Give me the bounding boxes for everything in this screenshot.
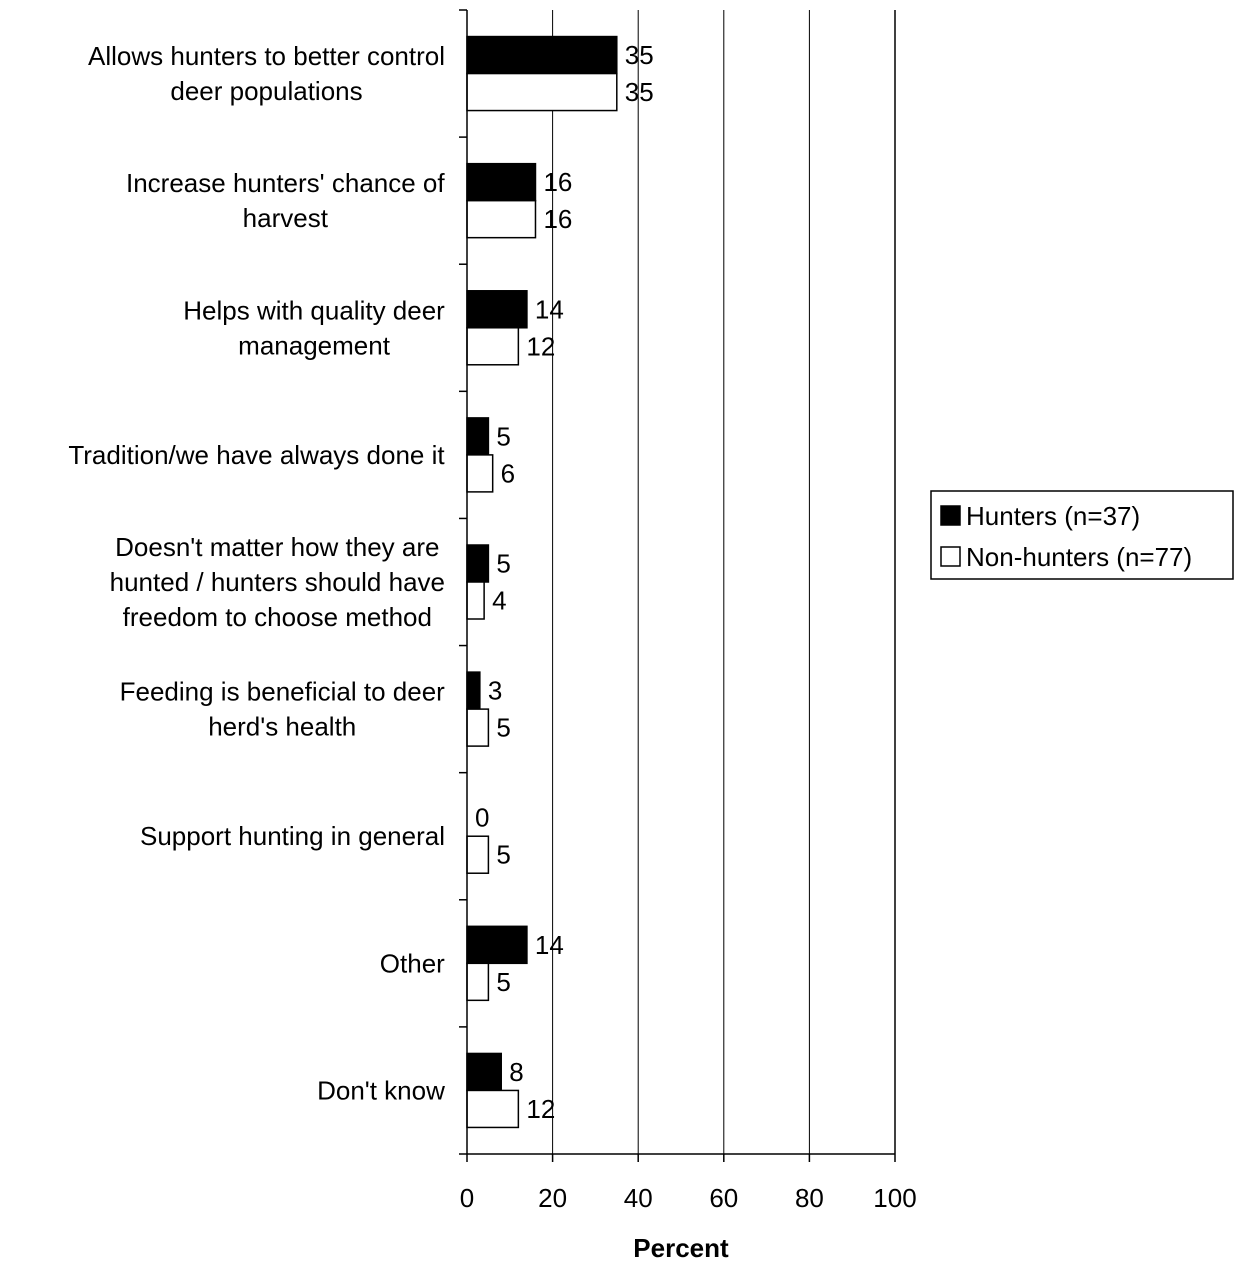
legend: Hunters (n=37) Non-hunters (n=77) (930, 490, 1234, 580)
legend-label-hunters: Hunters (n=37) (966, 501, 1140, 531)
data-label-hunters-0: 35 (625, 40, 654, 70)
data-label-hunters-7: 14 (535, 930, 564, 960)
bar-hunters-4 (466, 544, 490, 583)
category-labels: Allows hunters to better control deer pop… (68, 41, 445, 1105)
data-label-non-hunters-4: 4 (492, 586, 506, 616)
bars (466, 35, 618, 1129)
bar-non-hunters-2 (466, 327, 520, 366)
x-tick-label-60: 60 (709, 1183, 738, 1213)
x-tick-label-0: 0 (460, 1183, 474, 1213)
data-label-hunters-3: 5 (496, 421, 510, 451)
x-tick-label-20: 20 (538, 1183, 567, 1213)
bar-non-hunters-7 (466, 962, 490, 1002)
legend-swatch-hunters (940, 505, 961, 526)
bar-non-hunters-1 (466, 199, 537, 239)
data-label-hunters-5: 3 (488, 676, 502, 706)
x-tick-labels: 0 20 40 60 80 100 (460, 1183, 917, 1213)
category-label-3: Tradition/we have always done it (68, 440, 445, 470)
bar-hunters-0 (466, 35, 618, 75)
category-label-0: Allows hunters to better control deer pop… (88, 41, 445, 106)
gridlines (552, 10, 810, 1154)
bar-non-hunters-4 (466, 581, 485, 620)
bar-hunters-7 (466, 925, 528, 965)
bar-non-hunters-0 (466, 72, 618, 112)
category-label-5: Feeding is beneficial to deer herd's heal… (120, 677, 446, 742)
data-label-non-hunters-6: 5 (496, 840, 510, 870)
data-label-hunters-4: 5 (496, 549, 510, 579)
bar-hunters-8 (466, 1052, 502, 1092)
category-label-6: Support hunting in general (140, 821, 445, 851)
x-tick-label-100: 100 (873, 1183, 916, 1213)
data-label-non-hunters-8: 12 (526, 1094, 555, 1124)
data-label-non-hunters-7: 5 (496, 967, 510, 997)
x-tick-label-40: 40 (624, 1183, 653, 1213)
bar-hunters-2 (466, 290, 528, 329)
data-label-hunters-2: 14 (535, 294, 564, 324)
x-axis-title: Percent (633, 1233, 729, 1262)
data-label-hunters-1: 16 (543, 167, 572, 197)
bar-hunters-5 (466, 671, 481, 710)
bar-non-hunters-3 (466, 454, 494, 493)
data-label-non-hunters-2: 12 (526, 331, 555, 361)
data-label-non-hunters-1: 16 (543, 204, 572, 234)
legend-box (930, 490, 1234, 580)
category-label-2: Helps with quality deer management (183, 295, 445, 360)
category-label-1: Increase hunters' chance of harvest (126, 168, 445, 233)
bar-hunters-1 (466, 162, 537, 202)
legend-swatch-non-hunters (940, 546, 961, 567)
x-tick-label-80: 80 (795, 1183, 824, 1213)
category-label-8: Don't know (317, 1075, 445, 1105)
data-label-non-hunters-0: 35 (625, 77, 654, 107)
category-label-7: Other (380, 948, 445, 978)
category-label-4: Doesn't matter how they are hunted / hunt… (110, 532, 445, 632)
data-label-hunters-6: 0 (475, 803, 489, 833)
data-label-non-hunters-3: 6 (501, 458, 515, 488)
legend-label-non-hunters: Non-hunters (n=77) (966, 542, 1192, 572)
axes (459, 9, 896, 1162)
bar-non-hunters-8 (466, 1089, 520, 1129)
data-label-non-hunters-5: 5 (496, 713, 510, 743)
bar-non-hunters-6 (466, 835, 490, 874)
bar-non-hunters-5 (466, 708, 490, 747)
data-label-hunters-8: 8 (509, 1057, 523, 1087)
bar-hunters-3 (466, 417, 490, 456)
